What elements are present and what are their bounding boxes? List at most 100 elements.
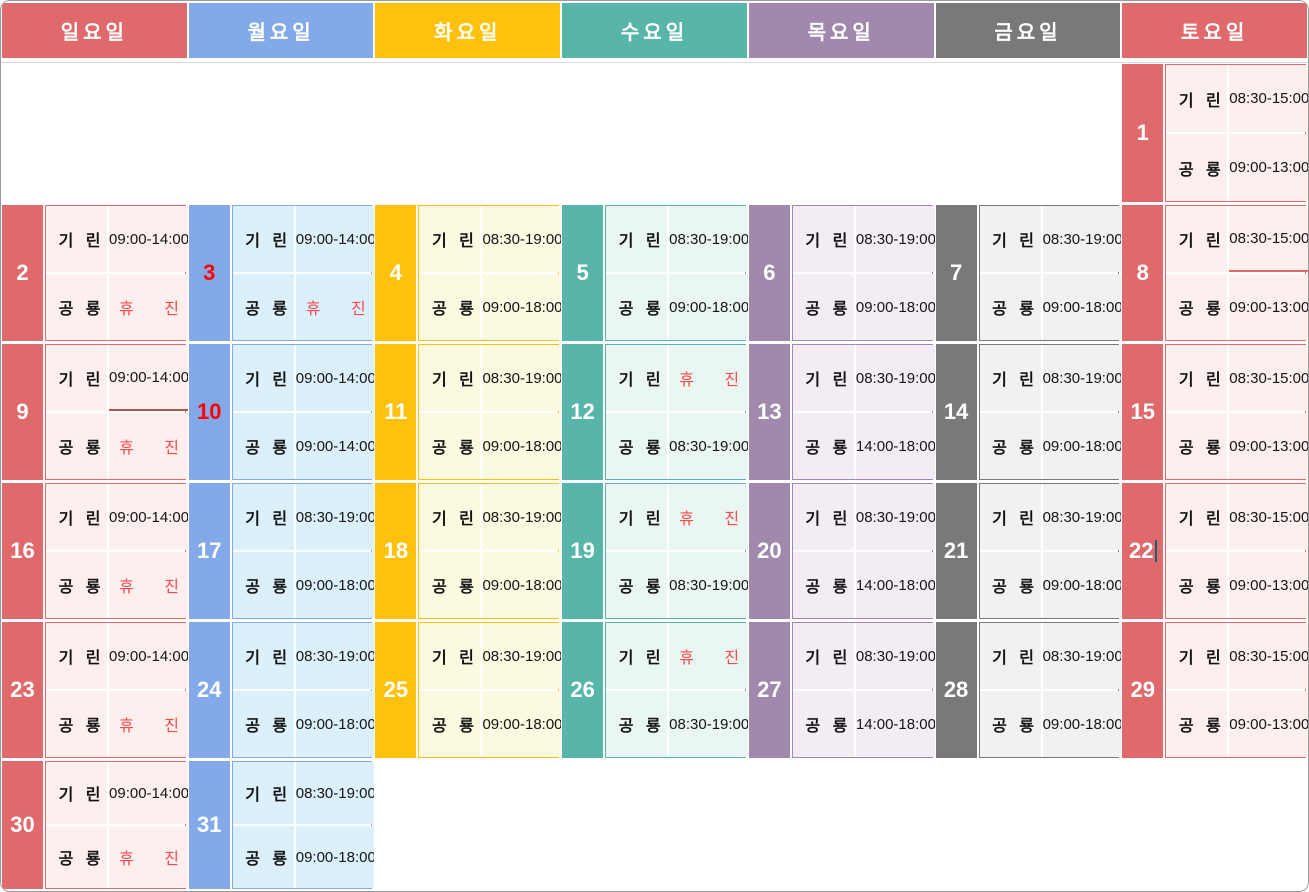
schedule-time[interactable]: 08:30-15:00: [1229, 206, 1308, 272]
day-number[interactable]: 17: [188, 483, 230, 619]
day-cell-22[interactable]: 22 기 린 08:30-15:00 공 룡 09:00-13:00: [1122, 483, 1308, 619]
day-number[interactable]: 29: [1122, 622, 1164, 758]
weekday-header-label[interactable]: 금요일: [935, 3, 1121, 58]
schedule-time[interactable]: 09:00-13:00: [1229, 274, 1308, 340]
closed-status[interactable]: 휴 진: [295, 274, 376, 340]
day-number[interactable]: 27: [748, 622, 790, 758]
day-number[interactable]: 20: [748, 483, 790, 619]
schedule-time[interactable]: 08:30-19:00: [482, 623, 563, 689]
schedule-time[interactable]: 08:30-19:00: [855, 345, 936, 411]
schedule-time[interactable]: 09:00-14:00: [295, 413, 376, 479]
schedule-time[interactable]: 08:30-19:00: [669, 552, 750, 618]
doctor-label-gongryong[interactable]: 공 룡: [792, 274, 854, 340]
schedule-time[interactable]: 08:30-19:00: [1042, 206, 1123, 272]
day-cell-13[interactable]: 13 기 린 08:30-19:00 공 룡 14:00-18:00: [748, 344, 936, 480]
doctor-label-gongryong[interactable]: 공 룡: [979, 274, 1041, 340]
day-number[interactable]: 12: [562, 344, 604, 480]
schedule-time[interactable]: 09:00-14:00: [109, 345, 190, 411]
day-cell-28[interactable]: 28 기 린 08:30-19:00 공 룡 09:00-18:00: [935, 622, 1123, 758]
schedule-time[interactable]: 09:00-14:00: [109, 484, 190, 550]
day-number[interactable]: 18: [375, 483, 417, 619]
doctor-label-girin[interactable]: 기 린: [1166, 623, 1228, 689]
doctor-label-gongryong[interactable]: 공 룡: [979, 691, 1041, 757]
doctor-label-gongryong[interactable]: 공 룡: [606, 552, 668, 618]
day-number[interactable]: 21: [935, 483, 977, 619]
day-cell-18[interactable]: 18 기 린 08:30-19:00 공 룡 09:00-18:00: [375, 483, 563, 619]
schedule-time[interactable]: 08:30-15:00: [1229, 345, 1308, 411]
doctor-label-girin[interactable]: 기 린: [46, 623, 108, 689]
closed-status[interactable]: 휴 진: [109, 274, 190, 340]
doctor-label-girin[interactable]: 기 린: [419, 623, 481, 689]
doctor-label-girin[interactable]: 기 린: [792, 345, 854, 411]
schedule-time[interactable]: 08:30-19:00: [855, 206, 936, 272]
day-number[interactable]: 23: [2, 622, 43, 758]
closed-status[interactable]: 휴 진: [669, 484, 750, 550]
doctor-label-girin[interactable]: 기 린: [979, 206, 1041, 272]
day-cell-21[interactable]: 21 기 린 08:30-19:00 공 룡 09:00-18:00: [935, 483, 1123, 619]
closed-status[interactable]: 휴 진: [109, 691, 190, 757]
day-cell-11[interactable]: 11 기 린 08:30-19:00 공 룡 09:00-18:00: [375, 344, 563, 480]
day-number[interactable]: 22: [1122, 483, 1164, 619]
closed-status[interactable]: 휴 진: [109, 552, 190, 618]
day-number[interactable]: 3: [188, 205, 230, 341]
day-number[interactable]: 15: [1122, 344, 1164, 480]
schedule-time[interactable]: 09:00-13:00: [1229, 691, 1308, 757]
schedule-time[interactable]: 09:00-18:00: [855, 274, 936, 340]
doctor-label-gongryong[interactable]: 공 룡: [979, 413, 1041, 479]
day-cell-15[interactable]: 15 기 린 08:30-15:00 공 룡 09:00-13:00: [1122, 344, 1308, 480]
schedule-time[interactable]: 08:30-19:00: [482, 345, 563, 411]
doctor-label-gongryong[interactable]: 공 룡: [419, 413, 481, 479]
schedule-time[interactable]: 08:30-19:00: [295, 762, 376, 824]
doctor-label-gongryong[interactable]: 공 룡: [419, 274, 481, 340]
day-number[interactable]: 31: [188, 761, 230, 889]
doctor-label-girin[interactable]: 기 린: [606, 484, 668, 550]
doctor-label-gongryong[interactable]: 공 룡: [232, 413, 294, 479]
doctor-label-gongryong[interactable]: 공 룡: [232, 826, 294, 888]
schedule-time[interactable]: 09:00-13:00: [1229, 552, 1308, 618]
schedule-time[interactable]: 08:30-19:00: [669, 206, 750, 272]
schedule-time[interactable]: 09:00-18:00: [482, 691, 563, 757]
day-cell-20[interactable]: 20 기 린 08:30-19:00 공 룡 14:00-18:00: [748, 483, 936, 619]
schedule-time[interactable]: 14:00-18:00: [855, 413, 936, 479]
doctor-label-gongryong[interactable]: 공 룡: [1166, 552, 1228, 618]
doctor-label-gongryong[interactable]: 공 룡: [46, 691, 108, 757]
doctor-label-girin[interactable]: 기 린: [1166, 484, 1228, 550]
doctor-label-girin[interactable]: 기 린: [232, 345, 294, 411]
doctor-label-girin[interactable]: 기 린: [606, 345, 668, 411]
day-cell-10[interactable]: 10 기 린 09:00-14:00 공 룡 09:00-14:00: [188, 344, 376, 480]
day-cell-27[interactable]: 27 기 린 08:30-19:00 공 룡 14:00-18:00: [748, 622, 936, 758]
schedule-time[interactable]: 08:30-19:00: [669, 413, 750, 479]
day-number[interactable]: 6: [748, 205, 790, 341]
schedule-time[interactable]: 09:00-18:00: [482, 413, 563, 479]
doctor-label-girin[interactable]: 기 린: [232, 206, 294, 272]
day-number[interactable]: 24: [188, 622, 230, 758]
doctor-label-girin[interactable]: 기 린: [606, 206, 668, 272]
day-cell-1[interactable]: 1 기 린 08:30-15:00 공 룡 09:00-13:00: [1122, 64, 1308, 202]
day-number[interactable]: 25: [375, 622, 417, 758]
doctor-label-girin[interactable]: 기 린: [232, 623, 294, 689]
day-cell-29[interactable]: 29 기 린 08:30-15:00 공 룡 09:00-13:00: [1122, 622, 1308, 758]
doctor-label-gongryong[interactable]: 공 룡: [46, 413, 108, 479]
doctor-label-girin[interactable]: 기 린: [979, 345, 1041, 411]
schedule-time[interactable]: 09:00-13:00: [1229, 413, 1308, 479]
doctor-label-gongryong[interactable]: 공 룡: [606, 274, 668, 340]
day-number[interactable]: 7: [935, 205, 977, 341]
schedule-time[interactable]: 08:30-19:00: [482, 206, 563, 272]
weekday-header-label[interactable]: 목요일: [748, 3, 934, 58]
schedule-time[interactable]: 09:00-18:00: [1042, 691, 1123, 757]
day-number[interactable]: 1: [1122, 64, 1164, 202]
doctor-label-gongryong[interactable]: 공 룡: [419, 552, 481, 618]
doctor-label-gongryong[interactable]: 공 룡: [792, 413, 854, 479]
weekday-header-label[interactable]: 수요일: [562, 3, 747, 58]
closed-status[interactable]: 휴 진: [109, 413, 190, 479]
doctor-label-gongryong[interactable]: 공 룡: [46, 552, 108, 618]
day-cell-5[interactable]: 5 기 린 08:30-19:00 공 룡 09:00-18:00: [562, 205, 750, 341]
schedule-time[interactable]: 08:30-19:00: [482, 484, 563, 550]
doctor-label-girin[interactable]: 기 린: [46, 484, 108, 550]
doctor-label-gongryong[interactable]: 공 룡: [232, 274, 294, 340]
